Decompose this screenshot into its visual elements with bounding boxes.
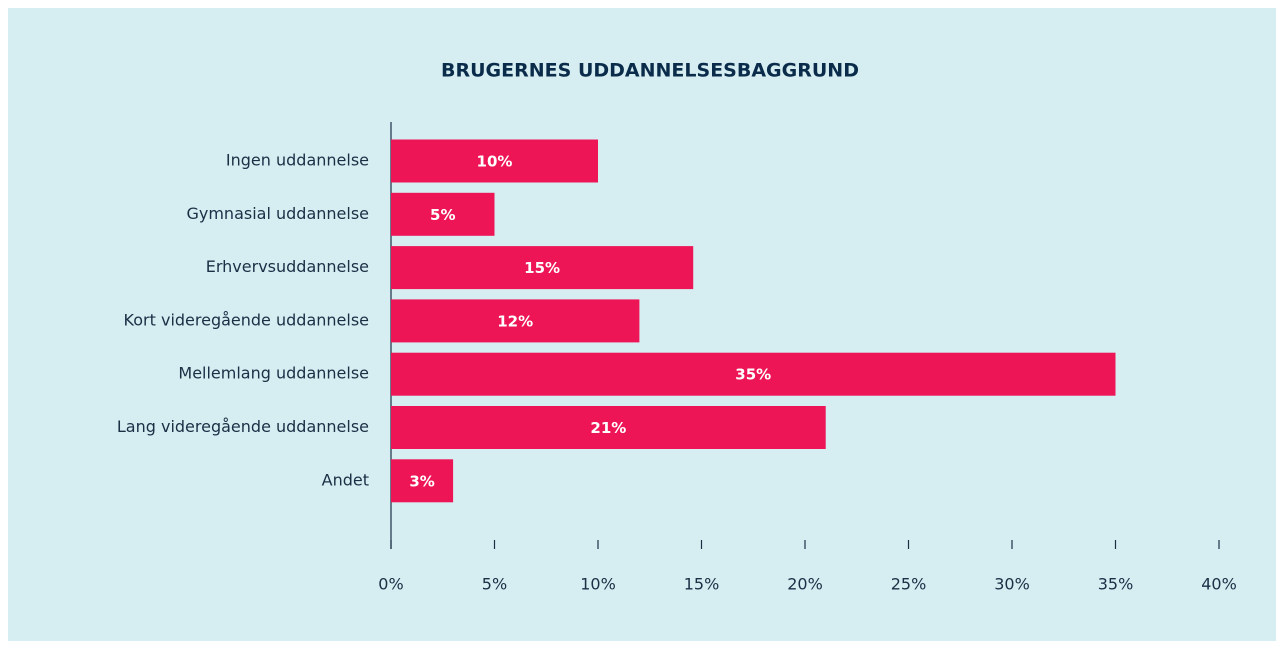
value-label: 12%: [497, 312, 533, 330]
chart-title: BRUGERNES UDDANNELSESBAGGRUND: [441, 60, 859, 82]
value-label: 21%: [590, 419, 626, 437]
bar: [391, 459, 454, 503]
x-tick-label: 10%: [580, 575, 616, 594]
bar: [391, 406, 826, 449]
bar: [391, 299, 640, 343]
bar: [391, 192, 495, 236]
bar: [391, 246, 694, 290]
background: [8, 8, 1276, 641]
bar: [391, 139, 598, 183]
value-label: 15%: [524, 259, 560, 277]
y-tick-label: Andet: [322, 470, 369, 489]
y-tick-label: Kort videregående uddannelse: [124, 310, 369, 329]
y-tick-label: Lang videregående uddannelse: [117, 417, 369, 436]
value-label: 10%: [477, 153, 513, 171]
x-tick-label: 30%: [994, 575, 1030, 594]
y-tick-label: Gymnasial uddannelse: [186, 204, 369, 223]
x-tick-label: 25%: [891, 575, 927, 594]
x-tick-label: 15%: [684, 575, 720, 594]
y-tick-label: Erhvervsuddannelse: [206, 257, 369, 276]
value-label: 35%: [735, 366, 771, 384]
y-tick-label: Mellemlang uddannelse: [178, 364, 369, 383]
bar: [391, 352, 1116, 396]
value-label: 5%: [430, 206, 455, 224]
value-label: 3%: [409, 472, 434, 490]
x-tick-label: 20%: [787, 575, 823, 594]
x-tick-label: 0%: [378, 575, 403, 594]
x-tick-label: 5%: [482, 575, 507, 594]
x-tick-label: 40%: [1201, 575, 1237, 594]
y-tick-label: Ingen uddannelse: [226, 151, 369, 170]
x-tick-label: 35%: [1098, 575, 1134, 594]
